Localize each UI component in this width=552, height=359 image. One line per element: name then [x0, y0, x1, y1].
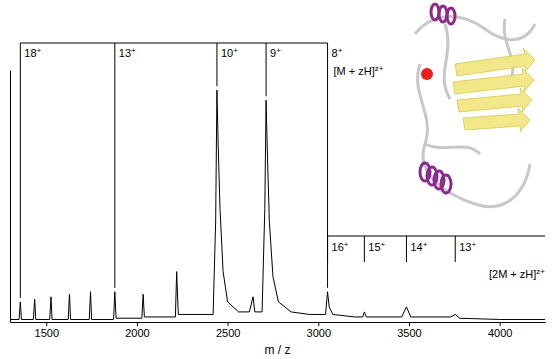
x-tick: 2000 [125, 322, 149, 339]
helix [441, 175, 451, 193]
annotation-bar [328, 236, 545, 237]
annotation-label: 14+ [410, 240, 427, 253]
annotation-line [216, 43, 217, 86]
x-tick: 1500 [35, 322, 59, 339]
label-base: 14 [410, 241, 422, 253]
loop [425, 144, 480, 154]
annotation-label: 10+ [221, 46, 238, 59]
annotation-line [20, 43, 21, 298]
x-tick-label: 2000 [125, 327, 149, 339]
label-sup: + [423, 240, 428, 249]
loop [444, 24, 450, 99]
y-axis-line [10, 71, 11, 323]
sheet [457, 88, 532, 112]
x-tick-label: 4000 [488, 327, 512, 339]
x-tick-mark [500, 322, 501, 326]
label-base: [2M + zH] [489, 268, 536, 280]
x-tick-mark [46, 322, 47, 326]
x-tick: 4000 [488, 322, 512, 339]
x-axis-line [11, 322, 546, 323]
plot-area [10, 90, 545, 319]
label-sup: + [381, 240, 386, 249]
x-tick-label: 1500 [35, 327, 59, 339]
annotation-label: 13+ [119, 46, 136, 59]
annotation-label: 16+ [332, 240, 349, 253]
x-tick-mark [137, 322, 138, 326]
label-base: 18 [24, 47, 36, 59]
x-tick-mark [318, 322, 319, 326]
x-tick-label: 3000 [307, 327, 331, 339]
annotation-label: [2M + zH]z+ [489, 267, 545, 280]
annotation-line [455, 236, 456, 262]
x-tick: 2500 [216, 322, 240, 339]
x-tick-mark [228, 322, 229, 326]
annotation-label: 13+ [459, 240, 476, 253]
x-tick-label: 3500 [397, 327, 421, 339]
annotation-label: 9+ [270, 46, 281, 59]
sheet [463, 108, 530, 132]
annotation-line [406, 236, 407, 262]
chart: 150020002500300035004000m / z18+13+10+9+… [0, 0, 552, 359]
y-axis [10, 71, 11, 323]
label-base: 16 [332, 241, 344, 253]
annotation-label: 8+ [332, 46, 343, 59]
x-tick-label: 2500 [216, 327, 240, 339]
metal-ion [421, 68, 433, 80]
label-sup: + [131, 46, 136, 55]
x-axis-title: m / z [265, 343, 291, 357]
loop [475, 164, 530, 207]
structure-inset [415, 4, 535, 207]
helix [447, 8, 455, 24]
label-base: [M + zH] [334, 65, 375, 77]
label-sup: + [233, 46, 238, 55]
x-tick: 3500 [397, 322, 421, 339]
label-sup: + [344, 240, 349, 249]
label-sup: + [471, 240, 476, 249]
label-sup: + [276, 46, 281, 55]
annotation-line [327, 43, 328, 288]
label-base: 10 [221, 47, 233, 59]
annotation-label: 15+ [368, 240, 385, 253]
x-tick-mark [409, 322, 410, 326]
label-sup: + [37, 46, 42, 55]
annotation-line [364, 236, 365, 262]
label-sup: z+ [536, 267, 545, 276]
label-base: 13 [119, 47, 131, 59]
spectrum [10, 90, 545, 319]
annotations: 18+13+10+9+8+[M + zH]z+16+15+14+13+[2M +… [20, 43, 545, 298]
annotation-label: 18+ [24, 46, 41, 59]
annotation-line [266, 43, 267, 96]
label-base: 13 [459, 241, 471, 253]
label-sup: + [338, 46, 343, 55]
label-base: 15 [368, 241, 380, 253]
label-sup: z+ [375, 64, 384, 73]
loop [504, 19, 513, 84]
annotation-line [327, 236, 328, 262]
annotation-line [114, 43, 115, 288]
x-tick: 3000 [307, 322, 331, 339]
x-axis: 1500 2000 2500 3000 3500 4000 [11, 322, 546, 339]
annotation-label: [M + zH]z+ [334, 64, 384, 77]
annotation-bar [20, 43, 327, 44]
